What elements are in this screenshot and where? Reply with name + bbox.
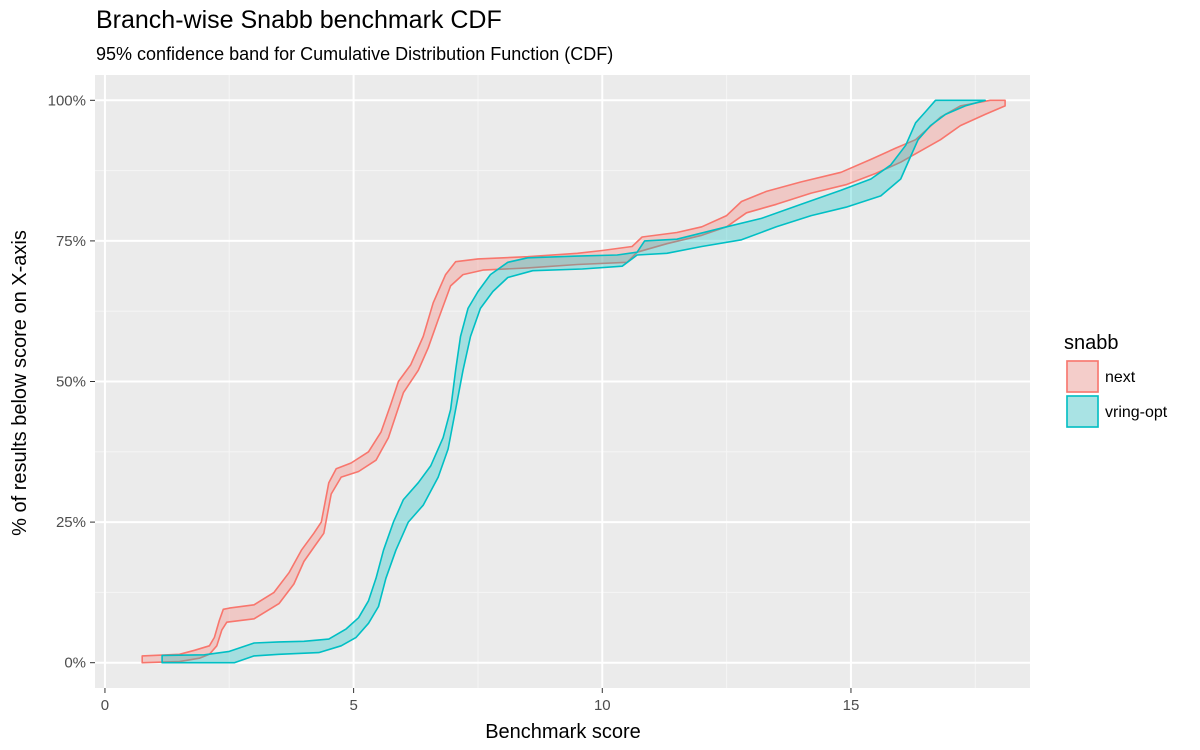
legend-key-bg [1066, 360, 1099, 393]
major-gridlines [95, 75, 1030, 688]
x-tick-label: 10 [594, 697, 611, 714]
x-axis: 0 5 10 15 [101, 688, 860, 714]
legend-label-vring-opt: vring-opt [1105, 404, 1168, 421]
legend-label-next: next [1105, 369, 1136, 386]
y-axis: 0% 25% 50% 75% 100% [48, 92, 95, 672]
y-tick-label: 50% [56, 374, 86, 391]
x-tick-label: 15 [843, 697, 860, 714]
legend-title: snabb [1064, 332, 1119, 354]
band-vring-opt [161, 99, 987, 664]
x-tick-label: 0 [101, 697, 109, 714]
band-next [141, 99, 1006, 664]
confidence-bands [141, 99, 1006, 664]
legend-key-bg [1066, 395, 1099, 428]
y-tick-label: 0% [64, 655, 86, 672]
chart-subtitle: 95% confidence band for Cumulative Distr… [96, 44, 613, 64]
chart-title: Branch-wise Snabb benchmark CDF [96, 6, 502, 34]
y-tick-label: 75% [56, 233, 86, 250]
legend-key-vring-opt [1066, 395, 1099, 428]
y-tick-label: 25% [56, 514, 86, 531]
x-tick-label: 5 [349, 697, 357, 714]
y-axis-title: % of results below score on X-axis [9, 230, 31, 536]
x-axis-title: Benchmark score [485, 721, 641, 743]
y-tick-label: 100% [48, 92, 86, 109]
legend: snabb next vring-opt [1064, 332, 1168, 428]
legend-key-next [1066, 360, 1099, 393]
